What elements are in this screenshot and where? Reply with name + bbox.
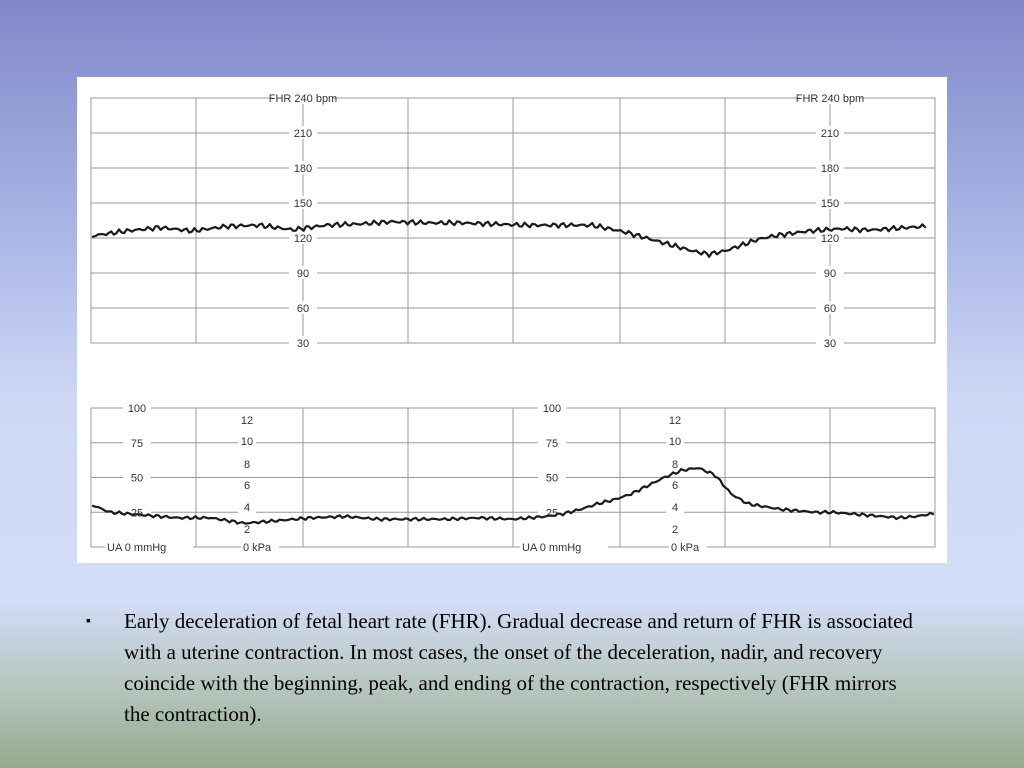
- fhr-tick-backdrop: [289, 231, 317, 244]
- ua-kpa-tick-backdrop: [238, 457, 256, 470]
- fhr-tick-label: 60: [824, 303, 836, 315]
- ua-kpa-tick-label: 6: [672, 480, 678, 492]
- ua-kpa-tick-backdrop: [666, 413, 684, 426]
- fhr-tick-backdrop: [816, 336, 844, 349]
- ua-mmhg-tick-label: 75: [131, 438, 143, 450]
- ua-mmhg-axis-label: UA 0 mmHg: [107, 542, 166, 554]
- ua-mmhg-tick-backdrop: [538, 470, 566, 484]
- ua-kpa-tick-backdrop: [238, 522, 256, 535]
- ua-kpa-tick-backdrop: [666, 522, 684, 535]
- ua-trace-line: [91, 467, 935, 525]
- fhr-tick-backdrop: [816, 126, 844, 139]
- ua-kpa-tick-label: 12: [669, 415, 681, 427]
- fhr-tick-backdrop: [289, 266, 317, 279]
- ua-kpa-axis-label: 0 kPa: [671, 542, 700, 554]
- ua-mmhg-tick-backdrop: [538, 435, 566, 449]
- caption-text: Early deceleration of fetal heart rate (…: [124, 609, 913, 726]
- ua-kpa-tick-backdrop: [238, 478, 256, 491]
- fhr-trace-line: [91, 219, 927, 258]
- fhr-tick-label: 210: [294, 128, 312, 140]
- fhr-tick-backdrop: [289, 196, 317, 209]
- ua-label-backdrop: [105, 541, 193, 553]
- ua-kpa-tick-label: 4: [244, 502, 250, 514]
- fhr-tick-label: 180: [294, 163, 312, 175]
- ua-kpa-tick-label: 4: [672, 502, 678, 514]
- ua-kpa-tick-label: 10: [241, 436, 253, 448]
- fhr-tick-backdrop: [289, 336, 317, 349]
- fhr-tick-backdrop: [816, 231, 844, 244]
- fhr-label-backdrop: [800, 92, 860, 104]
- ua-label-backdrop: [669, 541, 707, 553]
- ua-kpa-tick-backdrop: [666, 434, 684, 447]
- ua-kpa-tick-backdrop: [238, 413, 256, 426]
- ua-mmhg-tick-label: 100: [128, 403, 146, 415]
- fhr-axis-label: FHR 240 bpm: [269, 93, 337, 105]
- ua-kpa-tick-label: 8: [244, 459, 250, 471]
- ua-mmhg-tick-backdrop: [538, 401, 566, 414]
- bullet-marker: ▪: [86, 614, 91, 629]
- ua-mmhg-tick-label: 25: [546, 507, 558, 519]
- fhr-tick-label: 210: [821, 128, 839, 140]
- fhr-tick-backdrop: [289, 301, 317, 314]
- ua-kpa-tick-backdrop: [238, 434, 256, 447]
- fhr-tick-backdrop: [289, 126, 317, 139]
- fhr-tick-label: 90: [297, 268, 309, 280]
- caption-bullet: ▪ Early deceleration of fetal heart rate…: [86, 606, 916, 730]
- fhr-tick-label: 180: [821, 163, 839, 175]
- fhr-tick-backdrop: [816, 196, 844, 209]
- ua-kpa-tick-label: 2: [244, 524, 250, 536]
- ua-kpa-tick-backdrop: [666, 478, 684, 491]
- fhr-tick-label: 120: [821, 233, 839, 245]
- ua-mmhg-tick-backdrop: [538, 505, 566, 519]
- fhr-tick-label: 30: [824, 338, 836, 350]
- ua-mmhg-tick-label: 75: [546, 438, 558, 450]
- fhr-tick-label: 30: [297, 338, 309, 350]
- ua-mmhg-axis-label: UA 0 mmHg: [522, 542, 581, 554]
- ua-mmhg-tick-backdrop: [123, 401, 151, 414]
- fhr-tick-backdrop: [289, 161, 317, 174]
- ua-kpa-tick-backdrop: [666, 457, 684, 470]
- ua-mmhg-tick-label: 50: [546, 473, 558, 485]
- fhr-tick-label: 90: [824, 268, 836, 280]
- ua-mmhg-tick-label: 50: [131, 473, 143, 485]
- fhr-tick-label: 150: [821, 198, 839, 210]
- fhr-label-backdrop: [273, 92, 333, 104]
- ua-kpa-tick-label: 8: [672, 459, 678, 471]
- ua-kpa-axis-label: 0 kPa: [243, 542, 272, 554]
- ua-mmhg-tick-label: 100: [543, 403, 561, 415]
- ua-kpa-tick-label: 2: [672, 524, 678, 536]
- ua-label-backdrop: [241, 541, 279, 553]
- fhr-tick-backdrop: [816, 301, 844, 314]
- fhr-tick-label: 120: [294, 233, 312, 245]
- ua-kpa-tick-backdrop: [238, 500, 256, 513]
- ua-mmhg-tick-backdrop: [123, 435, 151, 449]
- fhr-panel: FHR 240 bpm 210 180 150 120 90 60 30 FHR 240 bpm…: [90, 92, 936, 350]
- ua-kpa-tick-backdrop: [666, 500, 684, 513]
- fhr-tick-backdrop: [816, 266, 844, 279]
- fhr-tick-label: 150: [294, 198, 312, 210]
- fhr-tick-backdrop: [816, 161, 844, 174]
- ua-mmhg-tick-backdrop: [123, 470, 151, 484]
- ua-kpa-tick-label: 6: [244, 480, 250, 492]
- ua-kpa-tick-label: 12: [241, 415, 253, 427]
- ua-kpa-tick-label: 10: [669, 436, 681, 448]
- ctg-figure: FHR 240 bpm 210 180 150 120 90 60 30 FHR 240 bpm…: [77, 77, 947, 563]
- fhr-tick-label: 60: [297, 303, 309, 315]
- fhr-axis-label: FHR 240 bpm: [796, 93, 864, 105]
- ua-label-backdrop: [520, 541, 608, 553]
